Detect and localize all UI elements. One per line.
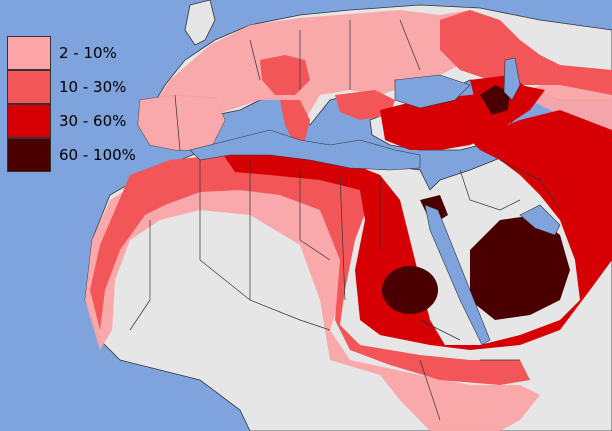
legend-swatch [7,70,51,104]
zones-60-100 [382,85,570,320]
legend-label: 60 - 100% [59,146,136,164]
legend-label: 30 - 60% [59,112,127,130]
legend: 2 - 10% 10 - 30% 30 - 60% 60 - 100% [7,36,148,172]
legend-swatch [7,138,51,172]
legend-swatch [7,104,51,138]
legend-swatch [7,36,51,70]
inner-seas [189,57,561,346]
legend-label: 2 - 10% [59,44,117,62]
borders [129,19,561,421]
legend-item: 2 - 10% [7,36,148,70]
legend-label: 10 - 30% [59,78,127,96]
zones-10-30 [90,10,612,385]
legend-item: 30 - 60% [7,104,148,138]
legend-item: 10 - 30% [7,70,148,104]
legend-item: 60 - 100% [7,138,148,172]
zones-2-10 [85,10,612,431]
